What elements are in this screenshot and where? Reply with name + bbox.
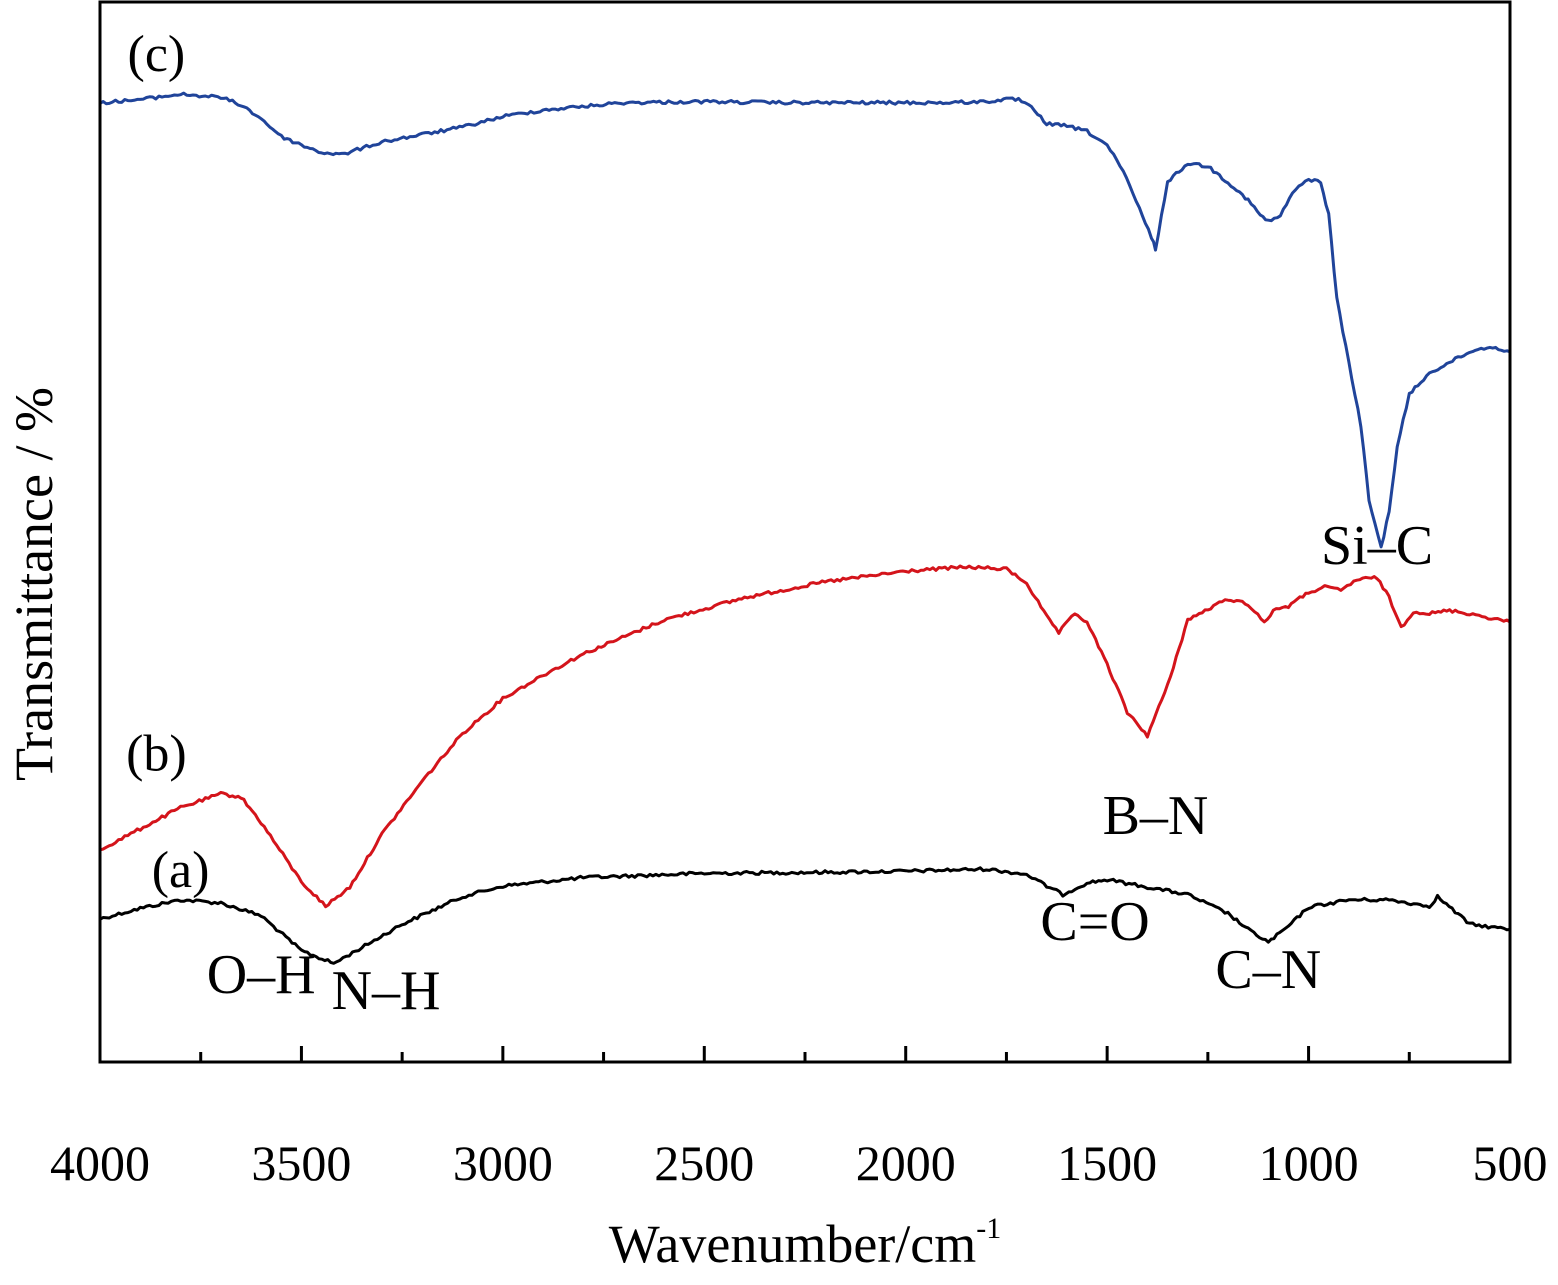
peak-annotation-1: N–H xyxy=(332,960,441,1022)
plot-frame xyxy=(98,0,1512,1064)
x-tick-label-500: 500 xyxy=(1473,1135,1548,1191)
x-tick-label-1500: 1500 xyxy=(1057,1135,1157,1191)
series-labels: (a) (b) (c) xyxy=(126,26,209,899)
x-axis-title: Wavenumber/cm-1 xyxy=(609,1212,1002,1274)
x-tick-label-1000: 1000 xyxy=(1259,1135,1359,1191)
x-tick-label-2500: 2500 xyxy=(654,1135,754,1191)
y-axis-title: Transmittance / % xyxy=(4,387,64,781)
peak-annotation-2: C=O xyxy=(1040,891,1149,953)
peak-annotation-4: B–N xyxy=(1103,785,1209,847)
x-axis-title-superscript: -1 xyxy=(976,1212,1001,1245)
series-label-a: (a) xyxy=(152,842,210,899)
peak-annotation-0: O–H xyxy=(207,944,316,1006)
x-tick-label-2000: 2000 xyxy=(856,1135,956,1191)
series-label-b: (b) xyxy=(126,726,187,783)
peak-annotation-3: C–N xyxy=(1215,939,1321,1001)
series-line-c xyxy=(99,91,1511,549)
x-tick-label-3000: 3000 xyxy=(453,1135,553,1191)
x-axis-ticks: 4000 3500 3000 2500 2000 1500 1000 500 xyxy=(50,1046,1548,1191)
peak-annotation-5: Si–C xyxy=(1321,515,1433,577)
series-line-b xyxy=(99,564,1511,909)
x-axis-title-text: Wavenumber/cm xyxy=(609,1214,977,1274)
x-tick-label-3500: 3500 xyxy=(251,1135,351,1191)
x-tick-label-4000: 4000 xyxy=(50,1135,150,1191)
plot-lines xyxy=(99,91,1511,965)
series-line-a xyxy=(99,866,1511,965)
peak-annotations: O–H N–H C=O C–N B–N Si–C xyxy=(207,515,1433,1022)
series-label-c: (c) xyxy=(128,26,186,83)
